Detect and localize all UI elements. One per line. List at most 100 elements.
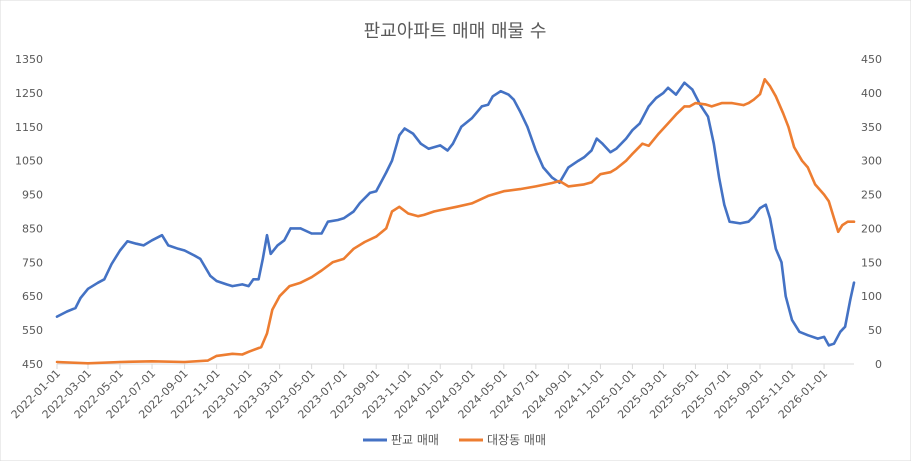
series-0-point	[460, 125, 463, 128]
series-1-point	[752, 98, 755, 101]
series-1-point	[320, 269, 323, 272]
series-0-point	[615, 147, 618, 150]
series-0-point	[352, 210, 355, 213]
series-1-point	[583, 183, 586, 186]
series-1-point	[625, 159, 628, 162]
series-0-point	[683, 81, 686, 84]
series-0-point	[647, 105, 650, 108]
series-0-point	[542, 166, 545, 169]
series-0-point	[534, 149, 537, 152]
series-0-point	[283, 239, 286, 242]
series-0-point	[655, 96, 658, 100]
series-0-point	[375, 190, 378, 193]
series-1-point	[782, 112, 785, 115]
series-0-point	[638, 122, 641, 125]
series-0-point	[289, 227, 292, 230]
series-0-point	[691, 88, 694, 91]
series-1-point	[118, 360, 122, 364]
series-1-point	[183, 360, 186, 364]
series-1-point	[846, 220, 849, 223]
series-1-point	[590, 181, 593, 184]
series-1-point	[398, 205, 401, 208]
y-left-tick-label: 1050	[15, 155, 43, 168]
y-left-tick-label: 1350	[15, 53, 43, 66]
series-1-point	[793, 146, 796, 149]
series-1-point	[609, 171, 612, 174]
series-1-point	[288, 285, 291, 288]
series-0-point	[667, 86, 670, 89]
series-1-point	[758, 93, 762, 96]
series-0-point	[764, 203, 767, 206]
series-1-point	[86, 362, 90, 365]
y-left-tick-label: 1250	[15, 87, 43, 100]
series-0-point	[65, 310, 69, 313]
series-1-point	[241, 353, 244, 356]
y-right-tick-label: 0	[875, 358, 882, 371]
series-1-point	[215, 354, 218, 357]
series-1-point	[631, 152, 634, 155]
series-0-point	[231, 285, 234, 288]
series-0-point	[723, 203, 726, 206]
y-right-tick-label: 100	[861, 290, 882, 303]
series-0-point	[798, 330, 801, 333]
series-0-point	[609, 151, 612, 154]
y-left-tick-label: 750	[22, 256, 43, 269]
series-0-point	[225, 283, 228, 286]
series-0-point	[706, 115, 710, 118]
series-0-point	[739, 222, 742, 225]
series-0-point	[439, 144, 442, 147]
series-0-point	[849, 298, 852, 301]
y-left-tick-label: 450	[22, 358, 43, 371]
series-1-point	[519, 188, 522, 191]
y-right-tick-label: 50	[868, 324, 882, 337]
series-0-point	[827, 344, 830, 347]
series-1-point	[551, 181, 554, 185]
series-0-point	[590, 149, 593, 152]
series-0-point	[86, 287, 90, 290]
series-1-point	[720, 102, 723, 105]
series-0-point	[177, 247, 180, 250]
series-0-point	[385, 171, 388, 174]
y-right-tick-label: 150	[861, 256, 882, 269]
series-1-point	[470, 202, 473, 205]
series-0-point	[718, 176, 721, 179]
series-0-point	[183, 249, 186, 252]
y-left-tick-label: 950	[22, 189, 43, 202]
series-0-point	[257, 278, 260, 281]
series-0-point	[780, 261, 783, 264]
series-0-point	[631, 129, 634, 132]
series-0-point	[451, 142, 454, 145]
series-1-point	[247, 350, 250, 353]
series-0-point	[252, 278, 255, 281]
series-1-point	[439, 209, 442, 212]
series-0-point	[784, 295, 787, 298]
y-right-tick-label: 250	[861, 189, 882, 202]
series-1-point	[852, 220, 856, 223]
series-1-point	[432, 210, 436, 213]
series-0-point	[247, 285, 250, 288]
series-0-point	[150, 239, 154, 242]
series-1-point	[667, 122, 670, 125]
series-1-point	[832, 217, 836, 220]
series-1-point	[657, 132, 660, 135]
series-1-point	[823, 193, 826, 196]
series-0-point	[299, 227, 302, 230]
series-1-point	[278, 295, 281, 298]
series-0-point	[199, 257, 202, 260]
series-0-point	[662, 91, 665, 94]
series-0-point	[567, 166, 570, 169]
series-1-point	[455, 205, 458, 208]
series-0-point	[326, 220, 329, 223]
series-1-point	[814, 183, 817, 186]
series-1-point	[841, 224, 844, 227]
series-1-point	[231, 352, 234, 355]
series-0-point	[507, 93, 510, 96]
legend-label: 대장동 매매	[487, 433, 546, 447]
series-0-point	[712, 142, 715, 145]
series-0-point	[583, 156, 586, 159]
series-1-point	[694, 102, 697, 105]
series-1-point	[55, 360, 59, 364]
series-1-point	[827, 200, 830, 203]
